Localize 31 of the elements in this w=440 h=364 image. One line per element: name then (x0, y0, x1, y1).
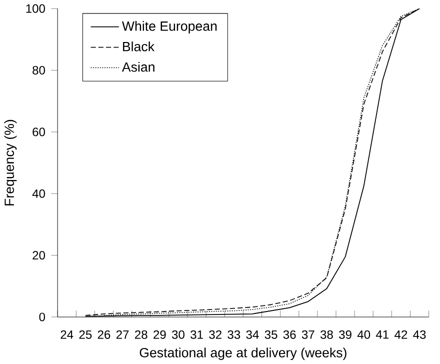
x-tick-label: 27 (116, 330, 129, 339)
x-tick-label: 25 (79, 330, 92, 339)
x-tick-label: 40 (357, 330, 370, 339)
x-axis-title: Gestational age at delivery (weeks) (140, 347, 346, 360)
x-tick-label: 42 (394, 330, 408, 339)
x-tick-label: 30 (172, 330, 184, 339)
y-tick-label: 60 (32, 128, 46, 136)
y-tick-label: 20 (32, 250, 46, 260)
x-tick-label: 38 (320, 330, 333, 339)
legend-label: Black (123, 41, 155, 52)
y-axis-title: Frequency (%) (4, 120, 17, 206)
x-tick-label: 43 (413, 330, 426, 339)
x-tick-label: 24 (60, 330, 74, 339)
x-tick-label: 31 (190, 330, 203, 339)
y-tick-label: 100 (26, 4, 46, 13)
y-tick-label: 0 (39, 312, 46, 322)
x-tick-label: 36 (283, 330, 296, 339)
legend-label: Asian (122, 62, 154, 72)
legend-label: White European (122, 20, 217, 34)
x-tick-label: 35 (264, 330, 278, 339)
x-tick-label: 37 (302, 330, 314, 339)
y-tick-label: 80 (32, 66, 46, 74)
x-tick-label: 39 (339, 330, 352, 339)
x-tick-label: 32 (209, 330, 222, 339)
x-tick-label: 34 (246, 330, 259, 339)
x-tick-label: 26 (98, 330, 110, 339)
x-tick-label: 33 (228, 330, 240, 339)
y-tick-label: 40 (32, 189, 46, 198)
x-tick-label: 28 (135, 330, 148, 339)
x-tick-label: 41 (376, 330, 389, 339)
x-tick-label: 29 (154, 330, 166, 339)
